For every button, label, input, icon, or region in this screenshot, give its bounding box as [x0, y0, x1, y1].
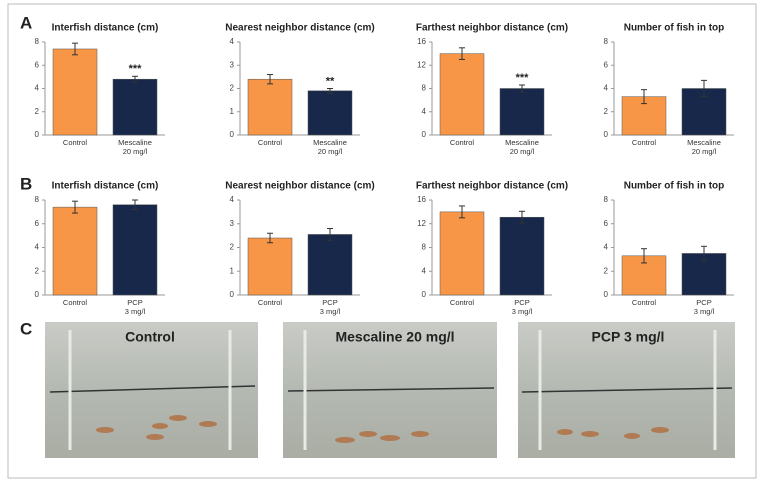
y-tick-label: 8: [35, 195, 40, 204]
y-tick-label: 8: [604, 195, 609, 204]
y-tick-label: 0: [230, 130, 235, 139]
y-tick-label: 2: [230, 84, 235, 93]
bar: [308, 234, 352, 295]
y-tick-label: 8: [35, 37, 40, 46]
photo-title: PCP 3 mg/l: [592, 329, 665, 345]
x-tick-label: Mescaline: [118, 138, 152, 147]
y-tick-label: 0: [422, 290, 427, 299]
y-tick-label: 3: [230, 60, 235, 69]
y-tick-label: 8: [422, 243, 427, 252]
bar: [308, 91, 352, 135]
bar: [113, 79, 157, 135]
x-tick-label: Control: [63, 298, 88, 307]
y-tick-label: 0: [422, 130, 427, 139]
bar: [53, 207, 97, 295]
x-tick-label: 20 mg/l: [692, 147, 717, 156]
x-tick-label: Control: [258, 298, 283, 307]
y-tick-label: 0: [35, 290, 40, 299]
y-tick-label: 6: [35, 60, 40, 69]
bar: [113, 205, 157, 295]
chart-title: Interfish distance (cm): [52, 23, 159, 34]
significance: **: [326, 75, 335, 87]
x-tick-label: Control: [258, 138, 283, 147]
y-tick-label: 12: [417, 60, 426, 69]
x-tick-label: PCP: [127, 298, 142, 307]
x-tick-label: 3 mg/l: [694, 307, 715, 316]
bar: [248, 79, 292, 135]
page: A B C Control Mescaline 20 mg/l PCP 3 mg…: [0, 0, 760, 483]
chart-title: Number of fish in top: [624, 181, 725, 192]
x-tick-label: Control: [632, 138, 657, 147]
x-tick-label: PCP: [322, 298, 337, 307]
y-tick-label: 4: [422, 266, 427, 275]
bar: [500, 89, 544, 136]
x-tick-label: Mescaline: [505, 138, 539, 147]
y-tick-label: 4: [230, 37, 235, 46]
chart-title: Number of fish in top: [624, 23, 725, 34]
y-tick-label: 6: [604, 219, 609, 228]
y-tick-label: 1: [230, 266, 235, 275]
x-tick-label: 20 mg/l: [510, 147, 535, 156]
chart-title: Nearest neighbor distance (cm): [225, 181, 374, 192]
x-tick-label: Control: [632, 298, 657, 307]
x-tick-label: Control: [450, 138, 475, 147]
x-tick-label: 3 mg/l: [320, 307, 341, 316]
x-tick-label: Mescaline: [687, 138, 721, 147]
x-tick-label: 20 mg/l: [318, 147, 343, 156]
chart-title: Interfish distance (cm): [52, 181, 159, 192]
y-tick-label: 12: [417, 219, 426, 228]
panel-label: A: [20, 13, 32, 32]
y-tick-label: 2: [35, 107, 40, 116]
panel-label: C: [20, 319, 32, 338]
significance: ***: [516, 72, 530, 84]
bar: [440, 212, 484, 295]
x-tick-label: 3 mg/l: [512, 307, 533, 316]
significance: ***: [129, 63, 143, 75]
y-tick-label: 4: [604, 84, 609, 93]
y-tick-label: 4: [604, 243, 609, 252]
panel-label: B: [20, 174, 32, 193]
y-tick-label: 3: [230, 219, 235, 228]
x-tick-label: 3 mg/l: [125, 307, 146, 316]
bar: [248, 238, 292, 295]
y-tick-label: 0: [604, 290, 609, 299]
y-tick-label: 16: [417, 37, 426, 46]
y-tick-label: 4: [230, 195, 235, 204]
y-tick-label: 2: [604, 107, 609, 116]
y-tick-label: 4: [35, 84, 40, 93]
y-tick-label: 0: [230, 290, 235, 299]
chart-title: Farthest neighbor distance (cm): [416, 23, 568, 34]
y-tick-label: 8: [604, 37, 609, 46]
bar: [500, 217, 544, 295]
bar: [440, 54, 484, 135]
y-tick-label: 1: [230, 107, 235, 116]
x-tick-label: PCP: [696, 298, 711, 307]
x-tick-label: PCP: [514, 298, 529, 307]
x-tick-label: Control: [450, 298, 475, 307]
x-tick-label: Mescaline: [313, 138, 347, 147]
y-tick-label: 2: [604, 266, 609, 275]
y-tick-label: 0: [35, 130, 40, 139]
y-tick-label: 2: [35, 266, 40, 275]
y-tick-label: 2: [230, 243, 235, 252]
y-tick-label: 6: [604, 60, 609, 69]
chart-title: Nearest neighbor distance (cm): [225, 23, 374, 34]
x-tick-label: Control: [63, 138, 88, 147]
x-tick-label: 20 mg/l: [123, 147, 148, 156]
y-tick-label: 16: [417, 195, 426, 204]
figure: A B C Control Mescaline 20 mg/l PCP 3 mg…: [0, 0, 760, 483]
y-tick-label: 8: [422, 84, 427, 93]
y-tick-label: 6: [35, 219, 40, 228]
photo-title: Control: [125, 329, 175, 345]
photo-title: Mescaline 20 mg/l: [335, 329, 454, 345]
bar: [53, 49, 97, 135]
chart-title: Farthest neighbor distance (cm): [416, 181, 568, 192]
y-tick-label: 0: [604, 130, 609, 139]
y-tick-label: 4: [422, 107, 427, 116]
y-tick-label: 4: [35, 243, 40, 252]
